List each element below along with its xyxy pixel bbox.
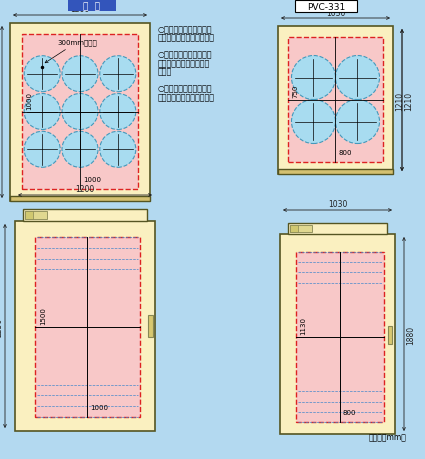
Text: 1500: 1500 <box>40 307 46 325</box>
Text: 縮。: 縮。 <box>158 67 172 76</box>
Circle shape <box>24 94 60 130</box>
Bar <box>278 27 393 174</box>
Circle shape <box>292 100 335 144</box>
Text: 処理にかかる時間を短: 処理にかかる時間を短 <box>158 59 210 68</box>
Bar <box>295 1 357 13</box>
Bar <box>278 170 393 174</box>
Circle shape <box>100 132 136 168</box>
Text: ○生産量アップ、コスト: ○生産量アップ、コスト <box>158 84 212 93</box>
Circle shape <box>100 56 136 93</box>
Text: 1210: 1210 <box>404 91 413 110</box>
Text: 1030: 1030 <box>326 8 345 17</box>
Text: PVC-331: PVC-331 <box>307 2 345 11</box>
Bar <box>288 224 387 235</box>
Bar <box>68 1 116 12</box>
Circle shape <box>335 100 380 144</box>
Text: 1210: 1210 <box>395 91 404 110</box>
Text: 1200: 1200 <box>71 6 90 15</box>
Bar <box>290 225 312 233</box>
Bar <box>280 235 395 434</box>
Text: 300mmウエハ: 300mmウエハ <box>45 39 97 64</box>
Circle shape <box>24 56 60 93</box>
Text: ダウン効果が見込める。: ダウン効果が見込める。 <box>158 93 215 102</box>
Circle shape <box>292 56 335 100</box>
Text: 800: 800 <box>343 409 357 415</box>
Text: 1130: 1130 <box>300 316 306 334</box>
Circle shape <box>335 56 380 100</box>
Text: 2250: 2250 <box>0 317 3 336</box>
Circle shape <box>62 94 98 130</box>
Bar <box>388 326 392 344</box>
Bar <box>15 222 155 431</box>
Bar <box>288 38 383 162</box>
Bar <box>22 35 138 190</box>
Circle shape <box>100 94 136 130</box>
Bar <box>296 252 384 422</box>
Text: 1880: 1880 <box>406 325 415 344</box>
Text: 1000: 1000 <box>26 91 32 109</box>
Circle shape <box>62 56 98 93</box>
Text: ○大量処理で、乾燥・熱: ○大量処理で、乾燥・熱 <box>158 50 212 59</box>
Text: （単位：mm）: （単位：mm） <box>369 432 407 441</box>
Text: 1000: 1000 <box>83 177 101 183</box>
Text: 800: 800 <box>338 150 352 156</box>
Text: 1200: 1200 <box>75 185 95 194</box>
Text: 1000: 1000 <box>91 404 108 410</box>
Text: 1030: 1030 <box>328 200 347 209</box>
Text: 750: 750 <box>292 84 298 97</box>
Circle shape <box>24 132 60 168</box>
Bar <box>25 212 33 219</box>
Text: 料も数多く搭載できる。: 料も数多く搭載できる。 <box>158 34 215 42</box>
Bar <box>290 225 298 233</box>
Text: ○槽内が広く、大型の試: ○槽内が広く、大型の試 <box>158 25 212 34</box>
Circle shape <box>62 132 98 168</box>
Bar <box>35 237 140 417</box>
Bar <box>148 315 153 337</box>
Bar <box>23 210 147 222</box>
Bar <box>25 212 47 219</box>
Bar <box>10 196 150 202</box>
Bar <box>10 24 150 202</box>
Text: 当  器: 当 器 <box>83 2 100 11</box>
